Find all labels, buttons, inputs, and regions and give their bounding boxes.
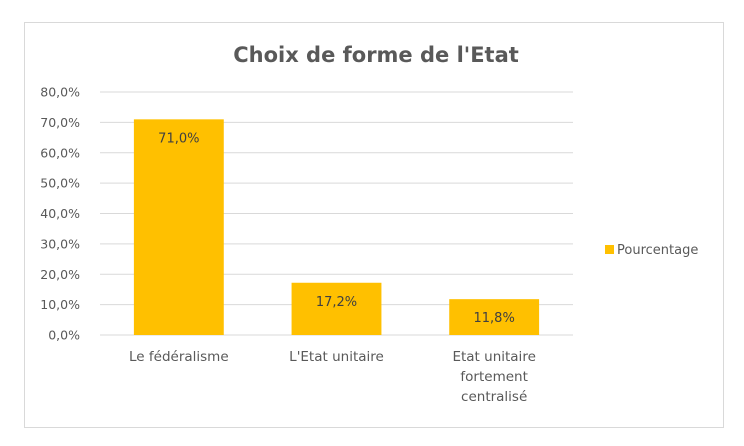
category-label: Etat unitaire fortement centralisé (452, 349, 535, 405)
legend: Pourcentage (605, 243, 698, 258)
bar (291, 282, 382, 335)
legend-label: Pourcentage (617, 243, 698, 258)
y-tick-label: 0,0% (48, 328, 80, 343)
bars (133, 119, 540, 336)
y-tick-label: 80,0% (40, 85, 80, 100)
bar (449, 299, 540, 335)
legend-swatch (605, 245, 614, 254)
data-label: 11,8% (474, 311, 515, 326)
y-tick-label: 60,0% (40, 145, 80, 160)
y-tick-label: 30,0% (40, 236, 80, 251)
y-tick-label: 70,0% (40, 115, 80, 130)
y-tick-label: 20,0% (40, 267, 80, 282)
x-axis-categories: Le fédéralisme L'Etat unitaire Etat unitai… (129, 349, 536, 405)
data-label: 71,0% (158, 131, 199, 146)
data-label: 17,2% (316, 295, 357, 310)
bar (133, 119, 224, 336)
y-axis-ticks: 0,0% 10,0% 20,0% 30,0% 40,0% 50,0% 60,0% 70,0% 8… (40, 85, 80, 343)
data-labels: 71,0% 17,2% 11,8% (158, 131, 515, 326)
y-tick-label: 40,0% (40, 206, 80, 221)
y-tick-label: 10,0% (40, 297, 80, 312)
category-label: Le fédéralisme (129, 349, 229, 365)
y-tick-label: 50,0% (40, 176, 80, 191)
category-label: L'Etat unitaire (289, 349, 384, 365)
chart-title: Choix de forme de l'Etat (233, 43, 519, 67)
